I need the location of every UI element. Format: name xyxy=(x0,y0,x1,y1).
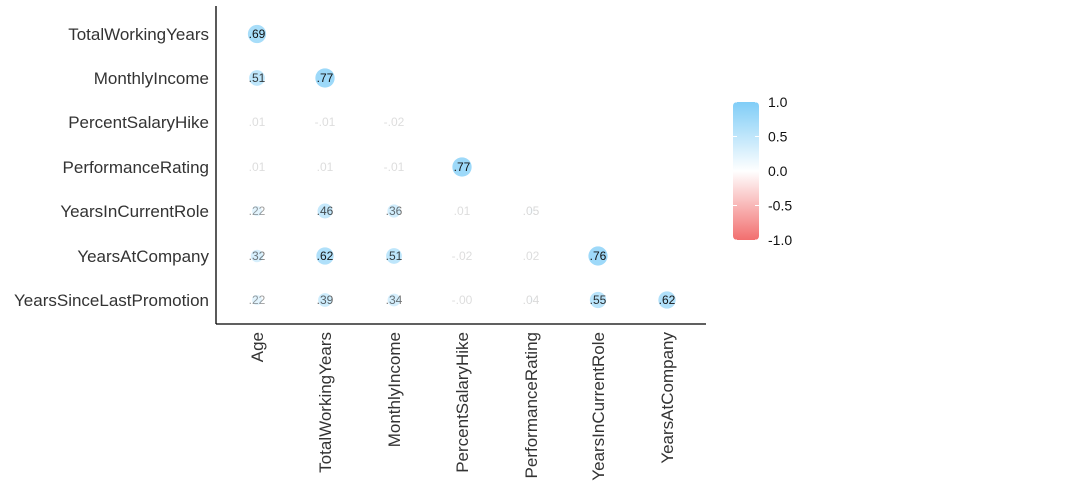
y-label-performancerating: PerformanceRating xyxy=(63,158,209,177)
cell-value-2-2: -.02 xyxy=(384,115,405,129)
x-axis-labels: Age TotalWorkingYears MonthlyIncome Percent… xyxy=(248,332,677,481)
cell-circle-3-3 xyxy=(452,157,472,177)
cell-value-3-3: .77 xyxy=(454,160,471,174)
cell-value-1-1: .77 xyxy=(317,71,334,85)
cell-circle-4-0 xyxy=(251,205,263,217)
cell-value-2-0: .01 xyxy=(249,115,266,129)
cell-value-6-2: .34 xyxy=(386,293,403,307)
cell-value-3-1: .01 xyxy=(317,160,334,174)
cell-circle-1-0 xyxy=(249,70,265,86)
cell-circle-5-1 xyxy=(316,247,334,265)
cell-value-4-3: .01 xyxy=(454,204,471,218)
cell-value-4-2: .36 xyxy=(386,204,403,218)
y-axis-labels: TotalWorkingYears MonthlyIncome PercentSal… xyxy=(14,25,209,310)
cell-value-4-1: .46 xyxy=(317,204,334,218)
cell-circle-2-2 xyxy=(392,120,396,124)
cell-value-6-5: .55 xyxy=(590,293,607,307)
cell-circle-0-0 xyxy=(247,24,267,44)
cell-circle-5-0 xyxy=(250,249,264,263)
cell-circle-3-0 xyxy=(255,165,259,169)
cell-circle-5-3 xyxy=(460,254,464,258)
cell-circle-6-6 xyxy=(658,291,676,309)
cell-circle-6-5 xyxy=(589,291,607,309)
cell-value-5-1: .62 xyxy=(317,249,334,263)
cell-circle-4-4 xyxy=(528,208,534,214)
x-label-percentsalaryhike: PercentSalaryHike xyxy=(453,332,472,473)
cell-circle-5-2 xyxy=(386,248,402,264)
cell-circle-6-0 xyxy=(251,294,263,306)
cell-value-2-1: -.01 xyxy=(315,115,336,129)
cell-circle-4-2 xyxy=(387,204,401,218)
x-label-performancerating: PerformanceRating xyxy=(522,332,541,478)
cell-circle-1-1 xyxy=(315,68,335,88)
cell-circle-6-4 xyxy=(528,297,534,303)
cell-circle-4-1 xyxy=(317,203,333,219)
legend-tick-label-3: -0.5 xyxy=(768,198,792,214)
x-label-yearsatcompany: YearsAtCompany xyxy=(658,332,677,464)
y-label-monthlyincome: MonthlyIncome xyxy=(94,69,209,88)
x-label-totalworkingyears: TotalWorkingYears xyxy=(316,332,335,473)
cell-value-5-5: .76 xyxy=(590,249,607,263)
cell-value-5-2: .51 xyxy=(386,249,403,263)
cell-circle-6-1 xyxy=(318,293,332,307)
y-label-yearssincelastpromotion: YearsSinceLastPromotion xyxy=(14,291,209,310)
x-label-monthlyincome: MonthlyIncome xyxy=(385,332,404,447)
cell-value-5-4: .02 xyxy=(523,249,540,263)
cell-circle-6-2 xyxy=(387,293,401,307)
cell-value-6-1: .39 xyxy=(317,293,334,307)
cell-value-3-0: .01 xyxy=(249,160,266,174)
x-label-age: Age xyxy=(248,332,267,362)
legend-tick-label-1: 0.5 xyxy=(768,129,788,145)
y-label-totalworkingyears: TotalWorkingYears xyxy=(68,25,209,44)
legend-colorbar xyxy=(733,102,759,240)
legend-tick-label-2: 0.0 xyxy=(768,163,788,179)
y-label-yearsincurrentrole: YearsInCurrentRole xyxy=(60,202,209,221)
legend-tick-label-0: 1.0 xyxy=(768,94,788,110)
cell-value-4-0: .22 xyxy=(249,204,266,218)
cell-circle-2-0 xyxy=(255,120,259,124)
cell-value-5-0: .32 xyxy=(249,249,266,263)
y-label-yearsatcompany: YearsAtCompany xyxy=(77,247,209,266)
cell-value-5-3: -.02 xyxy=(452,249,473,263)
cell-circle-2-1 xyxy=(323,120,327,124)
cell-value-6-0: .22 xyxy=(249,293,266,307)
cell-value-6-3: -.00 xyxy=(452,293,473,307)
y-label-percentsalaryhike: PercentSalaryHike xyxy=(68,113,209,132)
cell-value-4-4: .05 xyxy=(523,204,540,218)
x-label-yearsincurrentrole: YearsInCurrentRole xyxy=(589,332,608,481)
cell-circle-3-1 xyxy=(323,165,327,169)
legend-tick-label-4: -1.0 xyxy=(768,232,792,248)
cell-circle-5-5 xyxy=(588,246,608,266)
correlation-cells: .69 .51 .77 .01 -.01 -.02 .01 .01 -.01 .77 .22 .46.… xyxy=(247,24,676,309)
cell-value-1-0: .51 xyxy=(249,71,266,85)
cell-value-6-4: .04 xyxy=(523,293,540,307)
cell-circle-5-4 xyxy=(529,254,533,258)
cell-circle-4-3 xyxy=(460,209,464,213)
cell-circle-3-2 xyxy=(392,165,396,169)
color-legend: 1.0 0.5 0.0 -0.5 -1.0 xyxy=(733,94,792,248)
cell-value-3-2: -.01 xyxy=(384,160,405,174)
cell-value-6-6: .62 xyxy=(659,293,676,307)
cell-value-0-0: .69 xyxy=(249,27,266,41)
